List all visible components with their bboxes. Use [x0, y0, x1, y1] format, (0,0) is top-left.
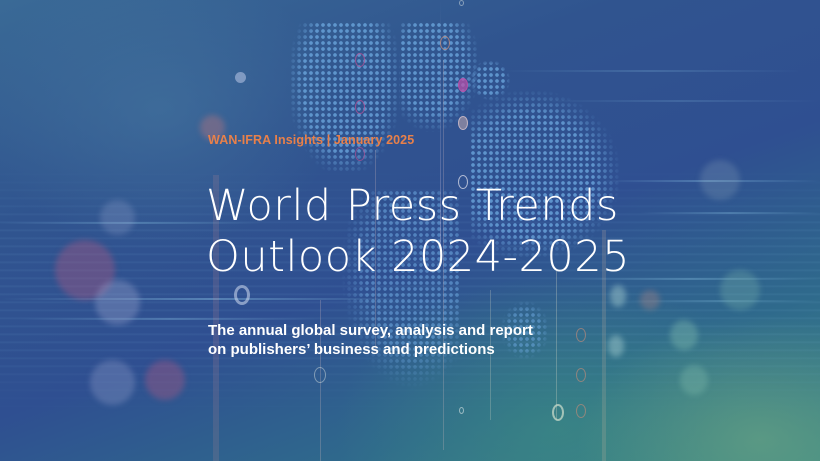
bokeh-light — [608, 335, 624, 357]
ring-marker — [459, 407, 464, 414]
ring-marker — [458, 78, 468, 92]
ring-marker — [355, 147, 365, 161]
ring-marker — [459, 0, 464, 6]
report-subtitle-line-1: The annual global survey, analysis and r… — [208, 322, 533, 339]
ring-marker — [355, 53, 365, 67]
bokeh-light — [145, 360, 185, 400]
ring-marker — [576, 404, 586, 418]
light-streak — [640, 212, 820, 214]
publisher-date-line: WAN-IFRA Insights | January 2025 — [208, 133, 415, 147]
report-title: World Press Trends Outlook 2024-2025 — [206, 181, 630, 283]
bokeh-light — [720, 270, 760, 310]
light-streak — [620, 300, 820, 302]
bokeh-light — [95, 280, 140, 325]
ring-marker — [576, 368, 586, 382]
ring-marker — [440, 36, 450, 50]
world-map-dots — [400, 22, 480, 132]
report-title-line-1: World Press Trends — [206, 181, 619, 231]
world-map-dots — [470, 60, 510, 100]
light-streak — [600, 180, 820, 182]
ring-marker — [314, 367, 326, 383]
bokeh-light — [680, 365, 708, 395]
bokeh-light — [90, 360, 135, 405]
ring-marker — [552, 404, 564, 421]
light-streak — [20, 318, 320, 320]
light-streak — [500, 70, 800, 72]
report-subtitle: The annual global survey, analysis and r… — [208, 322, 533, 359]
ring-marker — [234, 285, 250, 305]
bokeh-light — [670, 320, 698, 350]
report-subtitle-line-2: on publishers’ business and predictions — [208, 340, 495, 358]
bokeh-light — [100, 200, 135, 235]
report-title-line-2: Outlook 2024-2025 — [206, 232, 630, 282]
bokeh-light — [700, 160, 740, 200]
bokeh-light — [55, 240, 115, 300]
data-line — [556, 270, 557, 420]
bokeh-light — [235, 72, 246, 83]
bokeh-light — [640, 290, 660, 310]
light-streak — [0, 298, 420, 300]
ring-marker — [355, 100, 365, 114]
world-map-dots — [290, 22, 400, 172]
ring-marker — [576, 328, 586, 342]
bokeh-light — [610, 285, 626, 307]
ring-marker — [458, 116, 468, 130]
light-streak — [540, 100, 820, 102]
